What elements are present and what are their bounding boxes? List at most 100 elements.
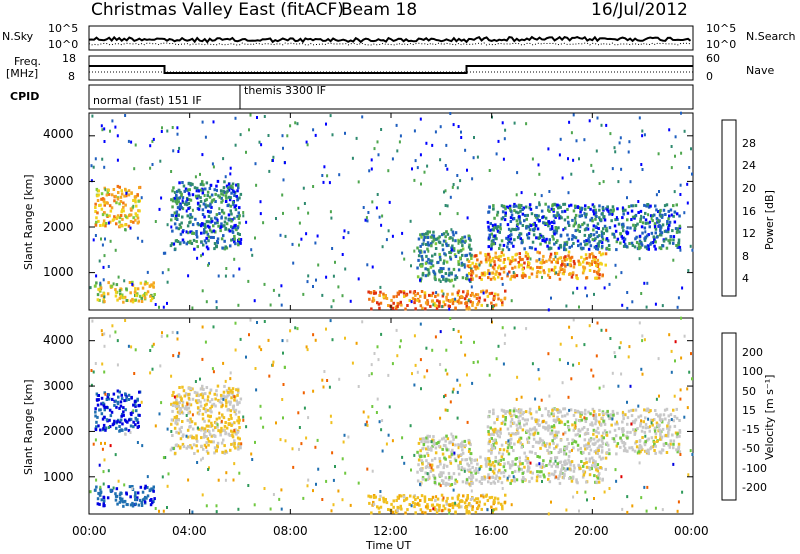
velocity-noise [540, 398, 543, 402]
velocity-noise [473, 340, 475, 344]
power-noise [323, 165, 326, 169]
power-noise [282, 211, 284, 215]
power-cell [621, 223, 624, 227]
velocity-cell [646, 407, 649, 411]
velocity-cell [549, 451, 553, 455]
power-cell [479, 251, 482, 255]
velocity-noise [101, 333, 104, 337]
power-noise [303, 202, 306, 205]
power-cb-tick-4: 4 [742, 272, 749, 285]
velocity-cell [636, 427, 639, 430]
velocity-cell [180, 397, 183, 401]
power-cell [460, 301, 463, 305]
power-cell [677, 241, 681, 245]
velocity-noise [173, 446, 176, 450]
power-cell [654, 240, 657, 244]
power-cell [526, 233, 529, 237]
velocity-cell [207, 419, 211, 423]
power-cell [542, 260, 546, 264]
velocity-cell [436, 508, 440, 512]
velocity-cell [456, 504, 460, 508]
velocity-cell [368, 501, 371, 505]
power-noise [588, 119, 591, 123]
velocity-cell [566, 412, 569, 416]
velocity-cell [521, 480, 524, 484]
power-cell [124, 215, 128, 219]
velocity-cell [595, 451, 598, 455]
velocity-cell [567, 458, 570, 462]
power-noise [373, 147, 376, 151]
velocity-cell [446, 496, 449, 500]
power-cell [515, 204, 518, 208]
power-noise [401, 251, 404, 255]
power-cell [197, 194, 200, 198]
velocity-cell [664, 442, 668, 445]
velocity-cell [416, 470, 419, 474]
power-cell [132, 216, 135, 220]
velocity-cell [569, 461, 572, 465]
velocity-cell [238, 426, 241, 429]
power-cell [451, 244, 454, 248]
velocity-ytick-1000: 1000 [43, 470, 74, 484]
power-cell [469, 264, 472, 268]
power-noise [454, 297, 457, 301]
power-cell [498, 272, 502, 276]
velocity-cell [481, 476, 485, 480]
power-cell [152, 285, 155, 289]
velocity-cell [608, 430, 612, 434]
velocity-cell [457, 505, 461, 509]
velocity-noise [670, 370, 673, 374]
power-cell [578, 230, 581, 233]
velocity-cell [137, 503, 141, 507]
power-cell [110, 206, 114, 210]
velocity-cell [555, 445, 558, 449]
power-noise [176, 132, 179, 136]
velocity-noise [566, 467, 569, 471]
velocity-cell [210, 421, 213, 425]
power-cell [659, 247, 663, 251]
power-cell [461, 247, 465, 251]
power-cell [643, 226, 647, 230]
power-noise [441, 305, 444, 309]
velocity-cell [531, 445, 535, 448]
velocity-cell [192, 436, 196, 440]
velocity-noise [373, 352, 376, 355]
power-noise [357, 180, 360, 184]
velocity-cell [586, 428, 589, 432]
velocity-noise [92, 370, 95, 374]
power-cell [212, 198, 216, 202]
velocity-cell [664, 417, 667, 421]
velocity-noise [173, 395, 176, 399]
power-cell [550, 225, 554, 228]
velocity-noise [450, 452, 453, 456]
power-noise [562, 228, 565, 232]
velocity-cell [498, 435, 501, 439]
velocity-cell [571, 442, 574, 446]
velocity-cell [588, 459, 591, 463]
power-cell [454, 255, 458, 258]
velocity-cell [560, 420, 563, 424]
power-cell [594, 211, 598, 215]
velocity-cell [454, 459, 458, 463]
velocity-cell [199, 400, 202, 404]
velocity-noise [411, 372, 413, 376]
power-noise [444, 204, 447, 207]
velocity-cell [195, 437, 198, 441]
velocity-cell [191, 427, 195, 431]
velocity-cell [387, 508, 390, 511]
power-cell [389, 304, 392, 308]
velocity-cell [585, 417, 588, 421]
power-noise [452, 123, 455, 127]
power-cell [444, 272, 448, 275]
power-cell [493, 234, 496, 238]
velocity-cell [205, 449, 209, 453]
velocity-cell [581, 464, 585, 468]
power-cell [99, 203, 102, 207]
power-cell [558, 277, 562, 281]
power-noise [626, 291, 629, 294]
power-cell [468, 272, 471, 275]
velocity-cell [441, 437, 444, 441]
power-cell [569, 259, 572, 263]
velocity-cell [588, 457, 592, 461]
velocity-cell [647, 452, 650, 456]
